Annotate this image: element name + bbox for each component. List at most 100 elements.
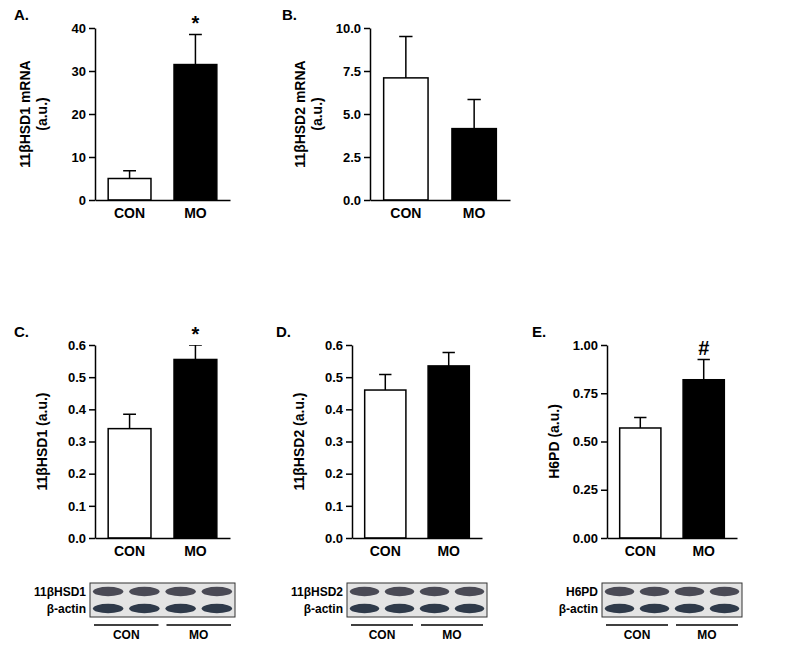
y-tick-label: 10: [72, 150, 86, 165]
y-tick-mark: [346, 538, 352, 540]
y-tick-label: 0.0: [343, 193, 361, 208]
x-tick: CON: [114, 200, 145, 221]
x-tick: CON: [114, 538, 145, 559]
y-tick: 0.4: [68, 402, 95, 417]
y-tick-label: 0.00: [573, 531, 598, 546]
blot-band: [93, 604, 123, 614]
y-tick-label: 5.0: [343, 107, 361, 122]
panel-label: A.: [14, 6, 29, 23]
y-tick-mark: [346, 506, 352, 508]
y-tick-mark: [601, 490, 607, 492]
x-axis-line: [96, 538, 231, 540]
x-tick-label: MO: [184, 543, 207, 559]
bar: [452, 129, 496, 200]
blot-band: [420, 587, 449, 597]
y-tick-label: 0.3: [68, 434, 86, 449]
blot-band: [350, 587, 379, 597]
plot-area: [620, 359, 725, 538]
y-tick-mark: [89, 473, 95, 475]
blot-frame: [347, 583, 487, 617]
y-tick-mark: [364, 200, 370, 202]
error-bar: [443, 352, 455, 366]
y-axis-title: H6PD (a.u.): [546, 404, 562, 479]
blot: 11βHSD2β-actinCONMO: [291, 583, 487, 642]
y-tick-label: 20: [72, 107, 86, 122]
y-axis: 0.00.10.20.30.40.50.6: [325, 338, 353, 546]
blot-band: [420, 604, 449, 614]
y-tick: 0.2: [68, 466, 95, 481]
y-axis-title: 11βHSD2 mRNA: [292, 60, 308, 167]
panel: B.0.02.55.07.510.0CONMO11βHSD2 mRNA(a.u.…: [282, 6, 511, 221]
blot-frame: [602, 583, 742, 617]
y-tick: 2.5: [343, 150, 370, 165]
x-axis: CON MO: [96, 200, 231, 221]
plot-area: [108, 34, 217, 200]
y-axis: 0.00.10.20.30.40.50.6: [68, 338, 96, 546]
y-tick: 0.3: [325, 434, 352, 449]
blot-band-label: β-actin: [304, 602, 343, 616]
y-tick: 40: [72, 21, 95, 36]
y-tick-label: 40: [72, 21, 86, 36]
y-axis-title: 11βHSD1 mRNA: [17, 60, 33, 167]
x-axis-line: [608, 538, 738, 540]
y-axis: 0.000.250.500.751.00: [573, 338, 608, 546]
error-bar: [467, 99, 480, 128]
y-tick-label: 2.5: [343, 150, 361, 165]
x-tick-label: CON: [390, 205, 421, 221]
y-tick-mark: [346, 345, 352, 347]
y-tick: 10.0: [336, 21, 370, 36]
panel-label: E.: [532, 323, 546, 340]
y-tick-mark: [89, 441, 95, 443]
y-tick-label: 0.75: [573, 386, 598, 401]
x-tick: CON: [625, 538, 656, 559]
y-tick: 1.00: [573, 338, 607, 353]
y-tick: 0.6: [325, 338, 352, 353]
significance-marker: *: [192, 323, 200, 345]
y-tick-mark: [89, 71, 95, 73]
y-tick-mark: [346, 409, 352, 411]
blot-group-line: [421, 624, 483, 626]
y-tick: 0.1: [68, 498, 95, 513]
bar: [620, 428, 661, 538]
x-tick-label: MO: [437, 543, 460, 559]
y-tick: 0.00: [573, 531, 607, 546]
blot-band: [455, 604, 484, 614]
y-tick-mark: [364, 71, 370, 73]
blot-group-label: CON: [624, 628, 651, 642]
y-tick-label: 0.1: [68, 498, 86, 513]
error-bar: [189, 345, 202, 359]
x-tick-label: CON: [114, 205, 145, 221]
y-tick-label: 1.00: [573, 338, 598, 353]
y-tick: 5.0: [343, 107, 370, 122]
blot-band: [350, 604, 379, 614]
y-tick: 0.1: [325, 498, 352, 513]
blot-band-label: 11βHSD1: [34, 585, 86, 599]
y-tick-mark: [601, 393, 607, 395]
x-axis: CONMO: [371, 200, 511, 221]
y-tick-label: 7.5: [343, 64, 361, 79]
y-tick-label: 0.4: [325, 402, 344, 417]
x-tick-label: CON: [114, 543, 145, 559]
blot-band: [605, 587, 634, 597]
x-tick: MO: [437, 538, 460, 559]
plot-area: [384, 37, 497, 200]
y-tick-label: 0.5: [68, 370, 86, 385]
blot-band: [640, 604, 669, 614]
x-axis: CON MO: [608, 538, 738, 559]
panel: D.0.00.10.20.30.40.50.6CONMO11βHSD2 (a.u…: [276, 323, 487, 642]
x-tick-label: MO: [692, 543, 715, 559]
y-tick: 0.4: [325, 402, 352, 417]
y-tick: 20: [72, 107, 95, 122]
x-tick-label: MO: [184, 205, 207, 221]
y-tick-label: 0.2: [325, 466, 343, 481]
y-tick-mark: [89, 200, 95, 202]
y-tick-label: 0.0: [68, 531, 86, 546]
y-tick-mark: [364, 28, 370, 30]
x-tick: MO: [184, 538, 207, 559]
blot-band: [455, 587, 484, 597]
x-axis-line: [96, 200, 231, 202]
y-tick-mark: [364, 114, 370, 116]
y-tick-label: 0.6: [325, 338, 343, 353]
blot-band: [165, 604, 195, 614]
y-tick-label: 0.25: [573, 482, 598, 497]
